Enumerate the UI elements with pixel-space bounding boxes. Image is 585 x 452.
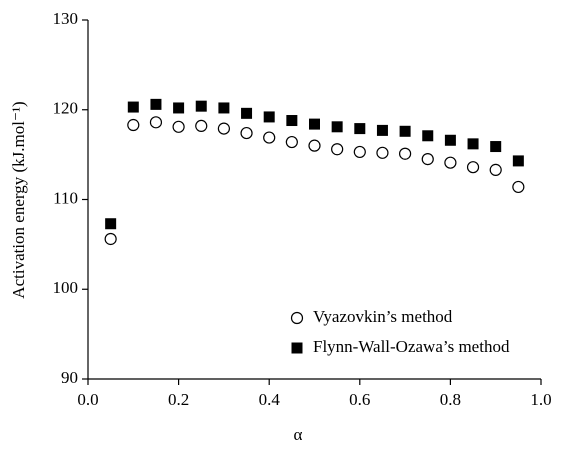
point (150, 98, 162, 110)
point (444, 134, 456, 146)
point (240, 126, 253, 140)
point (308, 139, 321, 152)
point (466, 161, 480, 174)
point (331, 143, 344, 156)
point (195, 100, 207, 112)
legend-label: Vyazovkin’s method (313, 307, 453, 326)
point (172, 120, 185, 133)
point (263, 131, 276, 144)
point (489, 163, 502, 176)
x-tick-label: 0.6 (349, 390, 370, 409)
point (286, 115, 298, 127)
y-tick-label: 130 (53, 9, 79, 28)
point (421, 153, 434, 166)
point (127, 101, 139, 113)
point (376, 146, 389, 159)
point (195, 119, 208, 133)
x-tick-label: 0.4 (259, 390, 281, 409)
y-tick-label: 90 (61, 368, 78, 387)
y-tick-label: 120 (53, 99, 79, 118)
point (173, 102, 185, 114)
point (241, 107, 253, 119)
point (105, 218, 117, 230)
point (354, 123, 366, 135)
point (444, 156, 457, 169)
point (263, 111, 275, 123)
legend-marker (290, 311, 304, 325)
point (399, 147, 412, 160)
point (331, 121, 343, 133)
point (104, 232, 117, 246)
point (149, 116, 163, 129)
point (285, 135, 298, 149)
point (127, 118, 140, 132)
y-tick-label: 100 (53, 278, 79, 297)
y-axis-label: Activation energy (kJ.mol⁻¹) (9, 101, 28, 298)
point (353, 145, 366, 159)
point (309, 118, 320, 130)
legend-label: Flynn-Wall-Ozawa’s method (313, 337, 510, 356)
x-tick-label: 1.0 (530, 390, 551, 409)
x-tick-label: 0.8 (440, 390, 461, 409)
y-tick-label: 110 (53, 188, 78, 207)
x-axis-label: α (294, 425, 303, 444)
legend-marker (291, 342, 303, 354)
point (490, 141, 502, 153)
point (512, 155, 524, 167)
point (399, 125, 411, 137)
point (467, 138, 479, 150)
point (217, 122, 230, 135)
x-tick-label: 0.2 (168, 390, 189, 409)
x-tick-label: 0.0 (77, 390, 98, 409)
point (512, 180, 525, 194)
point (376, 124, 388, 136)
point (218, 102, 230, 114)
point (422, 130, 434, 142)
